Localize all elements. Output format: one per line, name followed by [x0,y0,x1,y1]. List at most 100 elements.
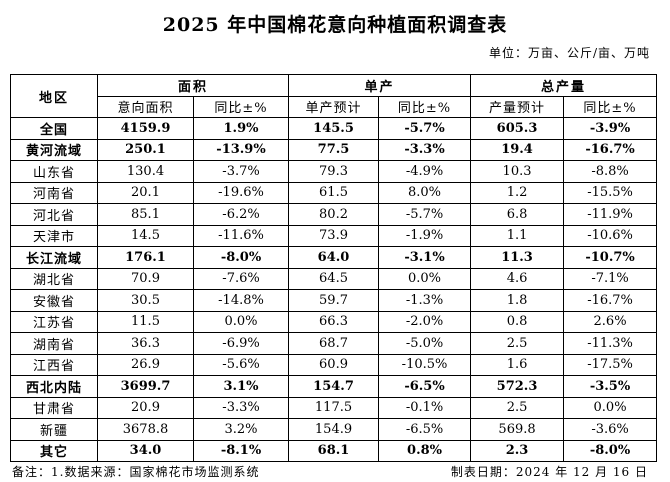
table-row: 湖南省 36.3 -6.9% 68.7 -5.0% 2.5 -11.3% [10,332,658,355]
yield-cell: 59.7 [288,289,380,312]
yield-yoy-cell: 0.0% [378,267,472,290]
footer-note: 备注：1.数据来源：国家棉花市场监测系统 [12,465,260,479]
yield-yoy-cell: -5.7% [378,203,472,226]
table-row: 河南省 20.1 -19.6% 61.5 8.0% 1.2 -15.5% [10,181,658,204]
yield-yoy-cell: 8.0% [378,181,472,204]
area-yoy-cell: 1.9% [192,117,290,140]
area-cell: 20.9 [97,396,194,419]
table-row: 其它 34.0 -8.1% 68.1 0.8% 2.3 -8.0% [10,439,658,462]
yield-cell: 68.7 [288,332,380,355]
output-cell: 6.8 [470,203,565,226]
yield-yoy-cell: -3.1% [378,246,472,269]
yield-yoy-cell: -6.5% [378,375,472,398]
region-cell: 全国 [10,117,98,140]
subheader-output-yoy: 同比±% [563,95,658,118]
area-yoy-cell: -13.9% [192,138,290,161]
subheader-output: 产量预计 [470,95,565,118]
area-cell: 250.1 [97,138,194,161]
table-row: 全国 4159.9 1.9% 145.5 -5.7% 605.3 -3.9% [10,117,658,140]
area-yoy-cell: -14.8% [192,289,290,312]
output-cell: 569.8 [470,418,565,441]
area-yoy-cell: -8.0% [192,246,290,269]
area-cell: 20.1 [97,181,194,204]
output-yoy-cell: -15.5% [563,181,658,204]
output-yoy-cell: -3.9% [563,117,658,140]
yield-yoy-cell: -5.7% [378,117,472,140]
table-row: 新疆 3678.8 3.2% 154.9 -6.5% 569.8 -3.6% [10,418,658,441]
yield-yoy-cell: -1.3% [378,289,472,312]
area-cell: 11.5 [97,310,194,333]
region-cell: 长江流域 [10,246,98,269]
yield-yoy-cell: -4.9% [378,160,472,183]
output-cell: 1.8 [470,289,565,312]
output-cell: 2.5 [470,332,565,355]
yield-cell: 73.9 [288,224,380,247]
region-cell: 甘肃省 [10,396,98,419]
output-yoy-cell: -16.7% [563,138,658,161]
area-yoy-cell: 3.2% [192,418,290,441]
area-cell: 4159.9 [97,117,194,140]
output-yoy-cell: -10.6% [563,224,658,247]
output-cell: 605.3 [470,117,565,140]
yield-yoy-cell: -2.0% [378,310,472,333]
area-cell: 30.5 [97,289,194,312]
area-yoy-cell: -8.1% [192,439,290,462]
region-cell: 江苏省 [10,310,98,333]
table-row: 天津市 14.5 -11.6% 73.9 -1.9% 1.1 -10.6% [10,224,658,247]
yield-cell: 77.5 [288,138,380,161]
page-title: 2025 年中国棉花意向种植面积调查表 [162,14,508,36]
subheader-yield-yoy: 同比±% [378,95,472,118]
region-cell: 西北内陆 [10,375,98,398]
area-yoy-cell: -3.3% [192,396,290,419]
area-yoy-cell: -6.9% [192,332,290,355]
output-yoy-cell: -16.7% [563,289,658,312]
yield-cell: 154.7 [288,375,380,398]
subheader-area: 意向面积 [97,95,194,118]
table-row: 西北内陆 3699.7 3.1% 154.7 -6.5% 572.3 -3.5% [10,375,658,398]
area-yoy-cell: -11.6% [192,224,290,247]
area-cell: 3699.7 [97,375,194,398]
table-row: 江西省 26.9 -5.6% 60.9 -10.5% 1.6 -17.5% [10,353,658,376]
area-cell: 34.0 [97,439,194,462]
yield-cell: 60.9 [288,353,380,376]
table-row: 江苏省 11.5 0.0% 66.3 -2.0% 0.8 2.6% [10,310,658,333]
yield-yoy-cell: -10.5% [378,353,472,376]
area-yoy-cell: -5.6% [192,353,290,376]
area-yoy-cell: -3.7% [192,160,290,183]
yield-cell: 61.5 [288,181,380,204]
group-header-area: 面积 [96,74,290,97]
area-yoy-cell: -19.6% [192,181,290,204]
output-yoy-cell: -8.0% [563,439,658,462]
yield-yoy-cell: -0.1% [378,396,472,419]
area-cell: 85.1 [97,203,194,226]
yield-yoy-cell: -1.9% [378,224,472,247]
output-yoy-cell: -3.5% [563,375,658,398]
area-cell: 3678.8 [97,418,194,441]
yield-cell: 64.5 [288,267,380,290]
region-cell: 河南省 [10,181,98,204]
region-cell: 天津市 [10,224,98,247]
yield-cell: 154.9 [288,418,380,441]
output-cell: 2.5 [470,396,565,419]
output-cell: 10.3 [470,160,565,183]
unit-note: 单位：万亩、公斤/亩、万吨 [488,46,650,60]
output-yoy-cell: -11.3% [563,332,658,355]
area-cell: 70.9 [97,267,194,290]
region-cell: 新疆 [10,418,98,441]
subheader-area-yoy: 同比±% [192,95,290,118]
area-cell: 14.5 [97,224,194,247]
region-cell: 安徽省 [10,289,98,312]
region-cell: 湖南省 [10,332,98,355]
output-yoy-cell: -7.1% [563,267,658,290]
output-yoy-cell: -11.9% [563,203,658,226]
table-row: 湖北省 70.9 -7.6% 64.5 0.0% 4.6 -7.1% [10,267,658,290]
output-cell: 1.6 [470,353,565,376]
table-row: 甘肃省 20.9 -3.3% 117.5 -0.1% 2.5 0.0% [10,396,658,419]
output-cell: 0.8 [470,310,565,333]
output-cell: 19.4 [470,138,565,161]
survey-table: 地区 面积 单产 总产量 意向面积 同比±% 单产预计 同比±% 产量预计 同比… [10,74,658,462]
yield-cell: 117.5 [288,396,380,419]
yield-cell: 79.3 [288,160,380,183]
table-row: 长江流域 176.1 -8.0% 64.0 -3.1% 11.3 -10.7% [10,246,658,269]
table-header-region: 地区 [10,74,98,118]
